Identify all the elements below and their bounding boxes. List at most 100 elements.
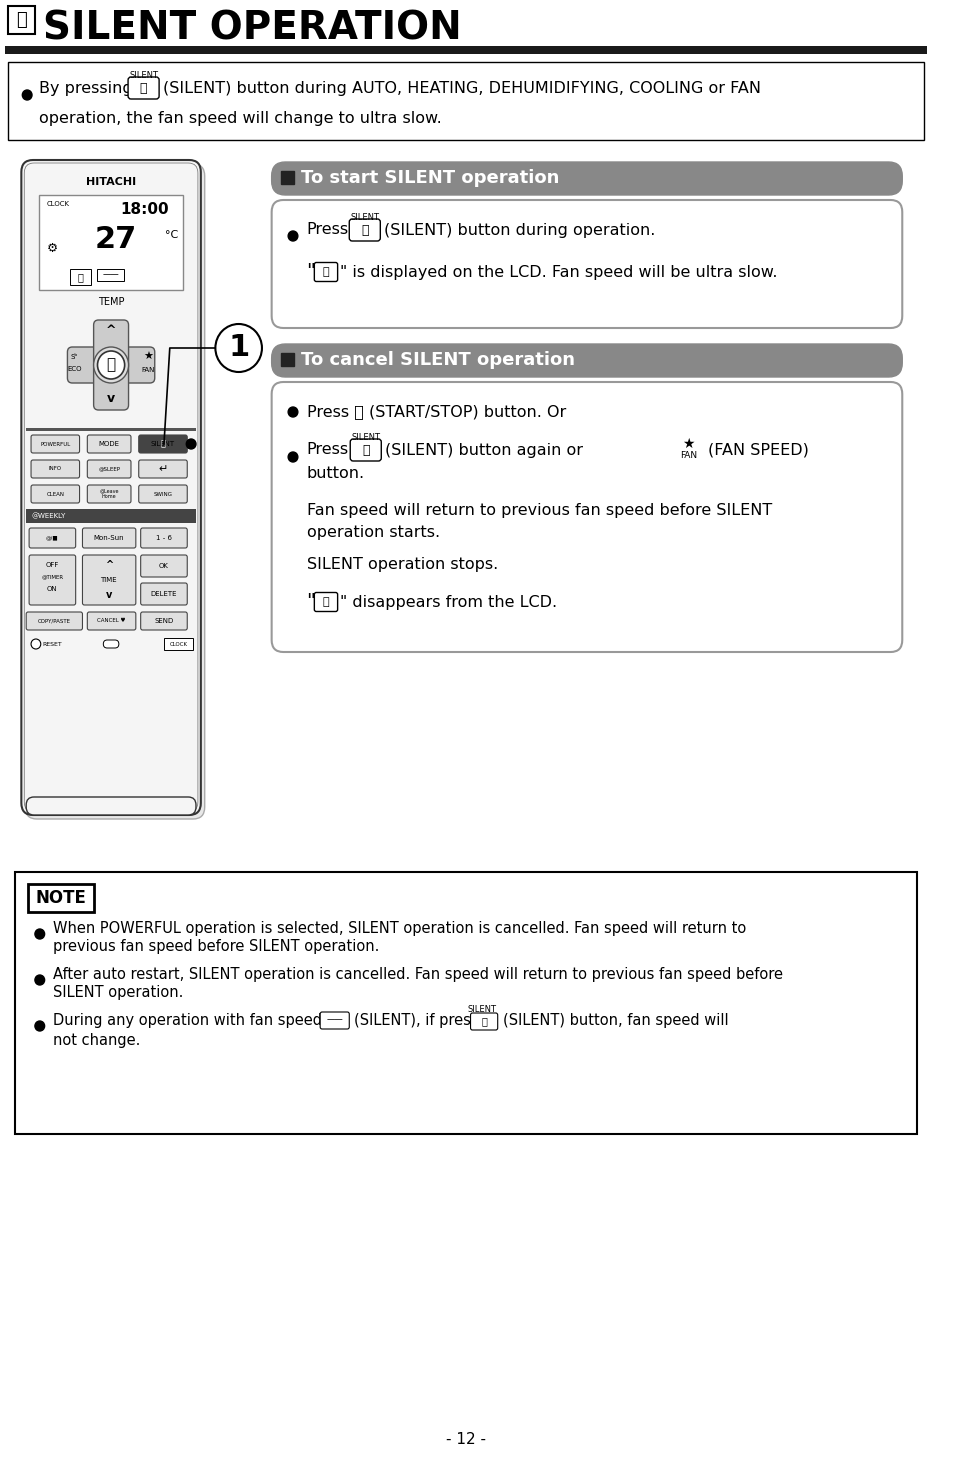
Bar: [14, 872, 917, 1133]
FancyBboxPatch shape: [29, 555, 76, 605]
Text: Ⓢ: Ⓢ: [481, 1016, 487, 1026]
FancyBboxPatch shape: [139, 459, 187, 479]
FancyBboxPatch shape: [314, 263, 338, 282]
FancyBboxPatch shape: [25, 164, 204, 819]
Text: (SILENT), if press: (SILENT), if press: [354, 1013, 479, 1028]
Bar: [281, 170, 294, 184]
Circle shape: [288, 452, 298, 462]
FancyBboxPatch shape: [94, 320, 129, 410]
Bar: [97, 269, 124, 280]
FancyBboxPatch shape: [141, 555, 187, 577]
Text: To start SILENT operation: To start SILENT operation: [300, 169, 559, 186]
Text: CLOCK: CLOCK: [47, 201, 69, 207]
Text: During any operation with fan speed: During any operation with fan speed: [54, 1013, 323, 1028]
FancyBboxPatch shape: [272, 161, 902, 195]
Text: ON: ON: [47, 586, 58, 592]
Text: TEMP: TEMP: [98, 297, 125, 307]
FancyBboxPatch shape: [29, 528, 76, 548]
Text: By pressing: By pressing: [38, 81, 132, 95]
Text: ——: ——: [326, 1016, 343, 1025]
Text: Mon-Sun: Mon-Sun: [94, 534, 125, 542]
Text: CLOCK: CLOCK: [170, 642, 187, 646]
Text: SILENT: SILENT: [468, 1006, 496, 1014]
Text: @Leave
Home: @Leave Home: [100, 489, 119, 499]
FancyBboxPatch shape: [139, 435, 187, 454]
Text: OFF: OFF: [46, 562, 60, 568]
Bar: [5, 46, 926, 54]
Text: Ⓢ: Ⓢ: [16, 10, 27, 29]
Text: SILENT operation stops.: SILENT operation stops.: [306, 556, 498, 571]
FancyBboxPatch shape: [26, 612, 83, 630]
Circle shape: [215, 324, 262, 371]
Circle shape: [288, 230, 298, 241]
Bar: [281, 352, 294, 366]
Circle shape: [35, 929, 44, 940]
Text: (SILENT) button again or: (SILENT) button again or: [385, 442, 583, 458]
FancyBboxPatch shape: [321, 1011, 349, 1029]
Text: MODE: MODE: [99, 440, 120, 446]
FancyBboxPatch shape: [31, 459, 80, 479]
Text: FAN: FAN: [681, 452, 697, 461]
Bar: [8, 6, 35, 34]
Text: ECO: ECO: [67, 366, 82, 371]
Text: Press Ⓘ (START/STOP) button. Or: Press Ⓘ (START/STOP) button. Or: [306, 405, 565, 420]
FancyBboxPatch shape: [141, 612, 187, 630]
Text: v: v: [107, 392, 115, 405]
Text: previous fan speed before SILENT operation.: previous fan speed before SILENT operati…: [54, 938, 380, 954]
Text: SILENT operation.: SILENT operation.: [54, 985, 183, 1000]
Text: ⚙: ⚙: [47, 242, 58, 254]
FancyBboxPatch shape: [128, 76, 159, 98]
Text: RESET: RESET: [42, 642, 62, 646]
Text: ": ": [306, 593, 316, 612]
Text: operation starts.: operation starts.: [306, 524, 440, 540]
Text: After auto restart, SILENT operation is cancelled. Fan speed will return to prev: After auto restart, SILENT operation is …: [54, 966, 783, 982]
Text: - 12 -: - 12 -: [445, 1433, 486, 1447]
Text: POWERFUL: POWERFUL: [40, 442, 70, 446]
Text: not change.: not change.: [54, 1032, 141, 1048]
Text: 18:00: 18:00: [120, 201, 169, 216]
Text: ^: ^: [105, 559, 112, 570]
Circle shape: [35, 975, 44, 985]
Text: operation, the fan speed will change to ultra slow.: operation, the fan speed will change to …: [38, 110, 442, 125]
Text: DELETE: DELETE: [151, 592, 178, 597]
Text: HITACHI: HITACHI: [86, 178, 136, 186]
Circle shape: [94, 346, 129, 383]
Text: SILENT: SILENT: [151, 440, 175, 446]
FancyBboxPatch shape: [26, 797, 196, 815]
FancyBboxPatch shape: [31, 484, 80, 504]
Circle shape: [186, 439, 196, 449]
Text: ": ": [306, 263, 316, 282]
Text: INFO: INFO: [49, 467, 61, 471]
FancyBboxPatch shape: [87, 459, 131, 479]
Bar: [164, 639, 193, 650]
Text: OK: OK: [159, 564, 169, 570]
Text: NOTE: NOTE: [36, 890, 86, 907]
Text: SILENT OPERATION: SILENT OPERATION: [42, 9, 462, 47]
Text: (SILENT) button during operation.: (SILENT) button during operation.: [384, 223, 656, 238]
Text: " is displayed on the LCD. Fan speed will be ultra slow.: " is displayed on the LCD. Fan speed wil…: [340, 264, 777, 279]
Text: Ⓢ: Ⓢ: [140, 82, 147, 94]
Text: Fan speed will return to previous fan speed before SILENT: Fan speed will return to previous fan sp…: [306, 502, 772, 518]
Text: 1: 1: [228, 333, 250, 363]
Bar: [28, 884, 94, 912]
Text: v: v: [106, 590, 112, 600]
FancyBboxPatch shape: [104, 640, 119, 647]
FancyBboxPatch shape: [67, 346, 155, 383]
Bar: [26, 429, 196, 432]
FancyBboxPatch shape: [21, 160, 201, 815]
FancyBboxPatch shape: [83, 555, 135, 605]
Bar: [8, 62, 924, 139]
Text: Press: Press: [306, 442, 348, 458]
Text: SILENT: SILENT: [129, 72, 158, 81]
Circle shape: [35, 1022, 44, 1031]
Text: Ⓢ: Ⓢ: [362, 443, 370, 457]
Text: Ⓢ: Ⓢ: [361, 223, 369, 236]
Text: Sᵇ: Sᵇ: [70, 354, 78, 360]
Text: CLEAN: CLEAN: [46, 492, 64, 496]
Circle shape: [288, 407, 298, 417]
FancyBboxPatch shape: [139, 484, 187, 504]
Text: SWING: SWING: [154, 492, 173, 496]
FancyBboxPatch shape: [272, 382, 902, 652]
FancyBboxPatch shape: [349, 219, 380, 241]
FancyBboxPatch shape: [470, 1013, 497, 1031]
